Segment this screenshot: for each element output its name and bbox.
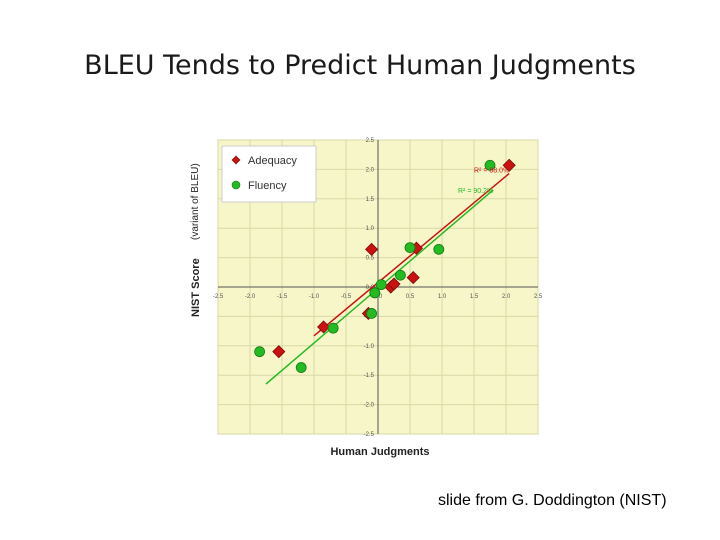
y-tick-label: -2.0 xyxy=(364,403,375,409)
r2-label-adequacy: R² = 88.0% xyxy=(474,167,509,174)
data-point-fluency xyxy=(394,269,406,281)
data-point-fluency xyxy=(254,346,266,358)
x-tick-label: 2.0 xyxy=(502,294,511,300)
data-point-fluency xyxy=(433,243,445,255)
data-point-adequacy xyxy=(272,345,286,359)
y-tick-label: 1.0 xyxy=(366,226,375,232)
data-point-adequacy xyxy=(365,242,379,256)
slide-title: BLEU Tends to Predict Human Judgments xyxy=(84,50,636,81)
y-tick-label: 2.0 xyxy=(366,167,375,173)
x-tick-label: 1.5 xyxy=(470,294,479,300)
y-tick-label: 0.0 xyxy=(366,285,375,291)
data-point-fluency xyxy=(327,322,339,334)
x-tick-label: -0.5 xyxy=(341,294,352,300)
x-tick-label: -1.5 xyxy=(277,294,288,300)
x-tick-label: -2.5 xyxy=(213,294,224,300)
y-tick-label: -1.0 xyxy=(364,344,375,350)
x-tick-label: -1.0 xyxy=(309,294,320,300)
y-tick-label: -1.5 xyxy=(364,373,375,379)
data-point-fluency xyxy=(295,362,307,373)
data-point-adequacy xyxy=(387,277,401,291)
data-point-fluency xyxy=(366,308,378,319)
y-tick-label: -2.5 xyxy=(364,432,375,438)
x-axis-label: Human Judgments xyxy=(330,446,430,458)
y-tick-label: 1.5 xyxy=(366,197,375,203)
trend-line-adequacy xyxy=(313,172,510,337)
data-point-adequacy xyxy=(317,320,331,334)
legend-box xyxy=(221,145,317,203)
legend-label-fluency: Fluency xyxy=(248,180,287,192)
r2-label-fluency: R² = 90.2% xyxy=(458,188,493,195)
x-tick-label: 0.5 xyxy=(406,294,415,300)
x-tick-label: 2.5 xyxy=(534,294,543,300)
legend-label-adequacy: Adequacy xyxy=(248,155,297,167)
y-tick-label: 0.5 xyxy=(366,256,375,262)
x-tick-label: -2.0 xyxy=(245,294,256,300)
credit-text: slide from G. Doddington (NIST) xyxy=(438,492,667,509)
legend-marker-fluency xyxy=(231,180,241,190)
x-tick-label: 1.0 xyxy=(438,294,447,300)
legend-marker-adequacy xyxy=(231,155,241,165)
data-point-fluency xyxy=(375,279,387,291)
data-point-adequacy xyxy=(406,271,420,285)
data-point-fluency xyxy=(369,287,381,299)
data-point-fluency xyxy=(404,242,416,254)
data-point-fluency xyxy=(484,159,496,171)
y-tick-label: 2.5 xyxy=(366,138,375,144)
data-point-adequacy xyxy=(502,158,516,172)
x-tick-label: 0.0 xyxy=(374,294,383,300)
